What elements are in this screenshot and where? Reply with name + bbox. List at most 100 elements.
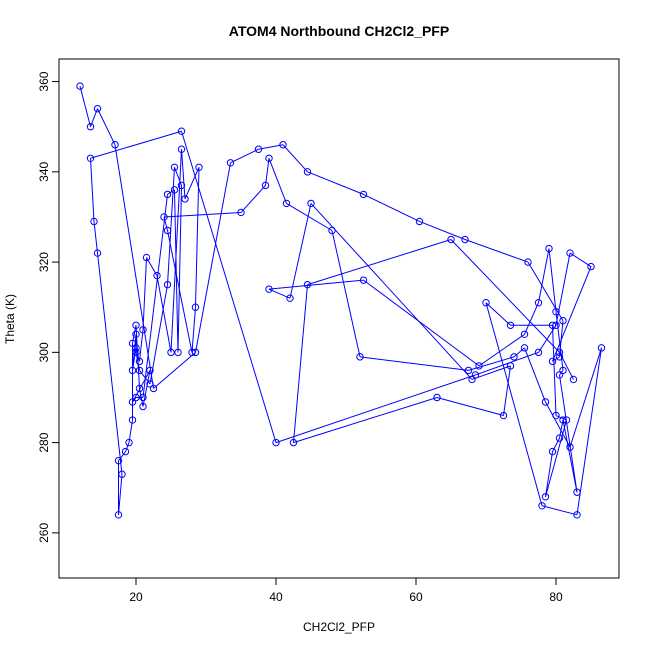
line-segment	[545, 419, 567, 497]
data-point	[541, 493, 550, 501]
data-point	[254, 145, 263, 153]
data-point	[114, 456, 123, 465]
y-tick-label: 320	[37, 252, 51, 272]
y-tick-label: 360	[37, 71, 51, 91]
data-point	[307, 199, 315, 208]
data-point	[135, 357, 144, 366]
data-point	[548, 357, 557, 366]
data-point	[475, 362, 483, 370]
data-point	[174, 348, 182, 357]
data-point	[506, 321, 515, 329]
line-segment	[310, 203, 473, 380]
line-segment	[149, 284, 168, 385]
y-tick-label: 340	[37, 161, 51, 181]
line-segment	[195, 162, 231, 353]
line-segment	[331, 230, 361, 357]
data-point	[93, 249, 102, 257]
line-segment	[167, 230, 193, 353]
y-axis: 260 280 300 320 340 360	[37, 71, 60, 543]
line-segment	[307, 171, 364, 195]
x-tick-label: 20	[129, 590, 143, 604]
line-segment	[135, 325, 140, 389]
data-point	[132, 330, 140, 338]
line-segment	[513, 347, 525, 358]
data-point	[226, 159, 235, 167]
line-segment	[478, 333, 525, 367]
line-segment	[545, 451, 553, 497]
line-segment	[191, 307, 196, 353]
line-segment	[524, 302, 539, 335]
data-point	[163, 190, 172, 199]
line-segment	[142, 257, 147, 330]
data-point	[146, 366, 154, 375]
data-point	[482, 299, 490, 307]
line-segment	[128, 419, 133, 443]
data-point	[261, 181, 270, 190]
data-point	[359, 276, 368, 284]
data-point	[139, 402, 147, 411]
line-segment	[195, 167, 200, 308]
data-point	[559, 416, 567, 424]
line-segment	[545, 401, 571, 448]
data-point	[76, 82, 84, 90]
data-point	[146, 380, 154, 388]
data-point	[538, 502, 546, 510]
line-segment	[90, 130, 182, 159]
data-point	[139, 326, 147, 334]
data-point	[111, 141, 119, 149]
data-point	[510, 353, 518, 361]
data-point	[86, 123, 95, 131]
data-point	[163, 280, 172, 289]
line-segment	[555, 311, 564, 371]
line-segment	[419, 221, 466, 240]
data-point	[188, 348, 196, 357]
data-point	[552, 321, 560, 329]
data-point	[167, 348, 175, 357]
data-point	[170, 186, 179, 194]
x-axis: 20 40 60 80	[129, 577, 563, 604]
line-segment	[163, 216, 168, 231]
data-point	[170, 163, 179, 172]
line-segment	[527, 261, 564, 322]
line-segment	[569, 347, 602, 448]
data-point	[265, 154, 273, 162]
line-segment	[132, 347, 137, 371]
line-segment	[79, 85, 91, 127]
x-tick-label: 80	[549, 590, 563, 604]
y-tick-label: 280	[37, 432, 51, 452]
line-segment	[139, 329, 144, 362]
line-segment	[307, 239, 452, 286]
line-segment	[268, 279, 364, 290]
data-point	[163, 226, 172, 235]
line-segment	[464, 239, 529, 263]
data-point	[149, 384, 158, 393]
data-point	[573, 511, 581, 519]
data-point	[499, 411, 508, 420]
data-point	[114, 511, 123, 519]
data-point	[468, 375, 476, 384]
data-point	[191, 348, 200, 357]
line-segment	[125, 442, 130, 452]
line-segment	[552, 437, 560, 452]
line-segment	[268, 288, 291, 299]
data-point	[279, 141, 287, 149]
data-point	[177, 145, 186, 153]
data-point	[303, 168, 312, 176]
data-point	[177, 181, 186, 190]
series-group	[76, 82, 606, 519]
data-point	[555, 353, 564, 361]
data-point	[566, 443, 574, 451]
line-segment	[156, 275, 172, 353]
line-segment	[552, 266, 592, 362]
data-point	[433, 393, 441, 402]
data-point	[471, 371, 480, 379]
line-segment	[275, 374, 476, 444]
line-segment	[562, 419, 578, 493]
line-segment	[142, 194, 168, 398]
line-segment	[576, 347, 602, 515]
data-point	[90, 217, 98, 226]
data-point	[181, 195, 189, 203]
line-segment	[503, 365, 511, 416]
data-point	[286, 294, 294, 302]
line-segment	[97, 108, 116, 145]
